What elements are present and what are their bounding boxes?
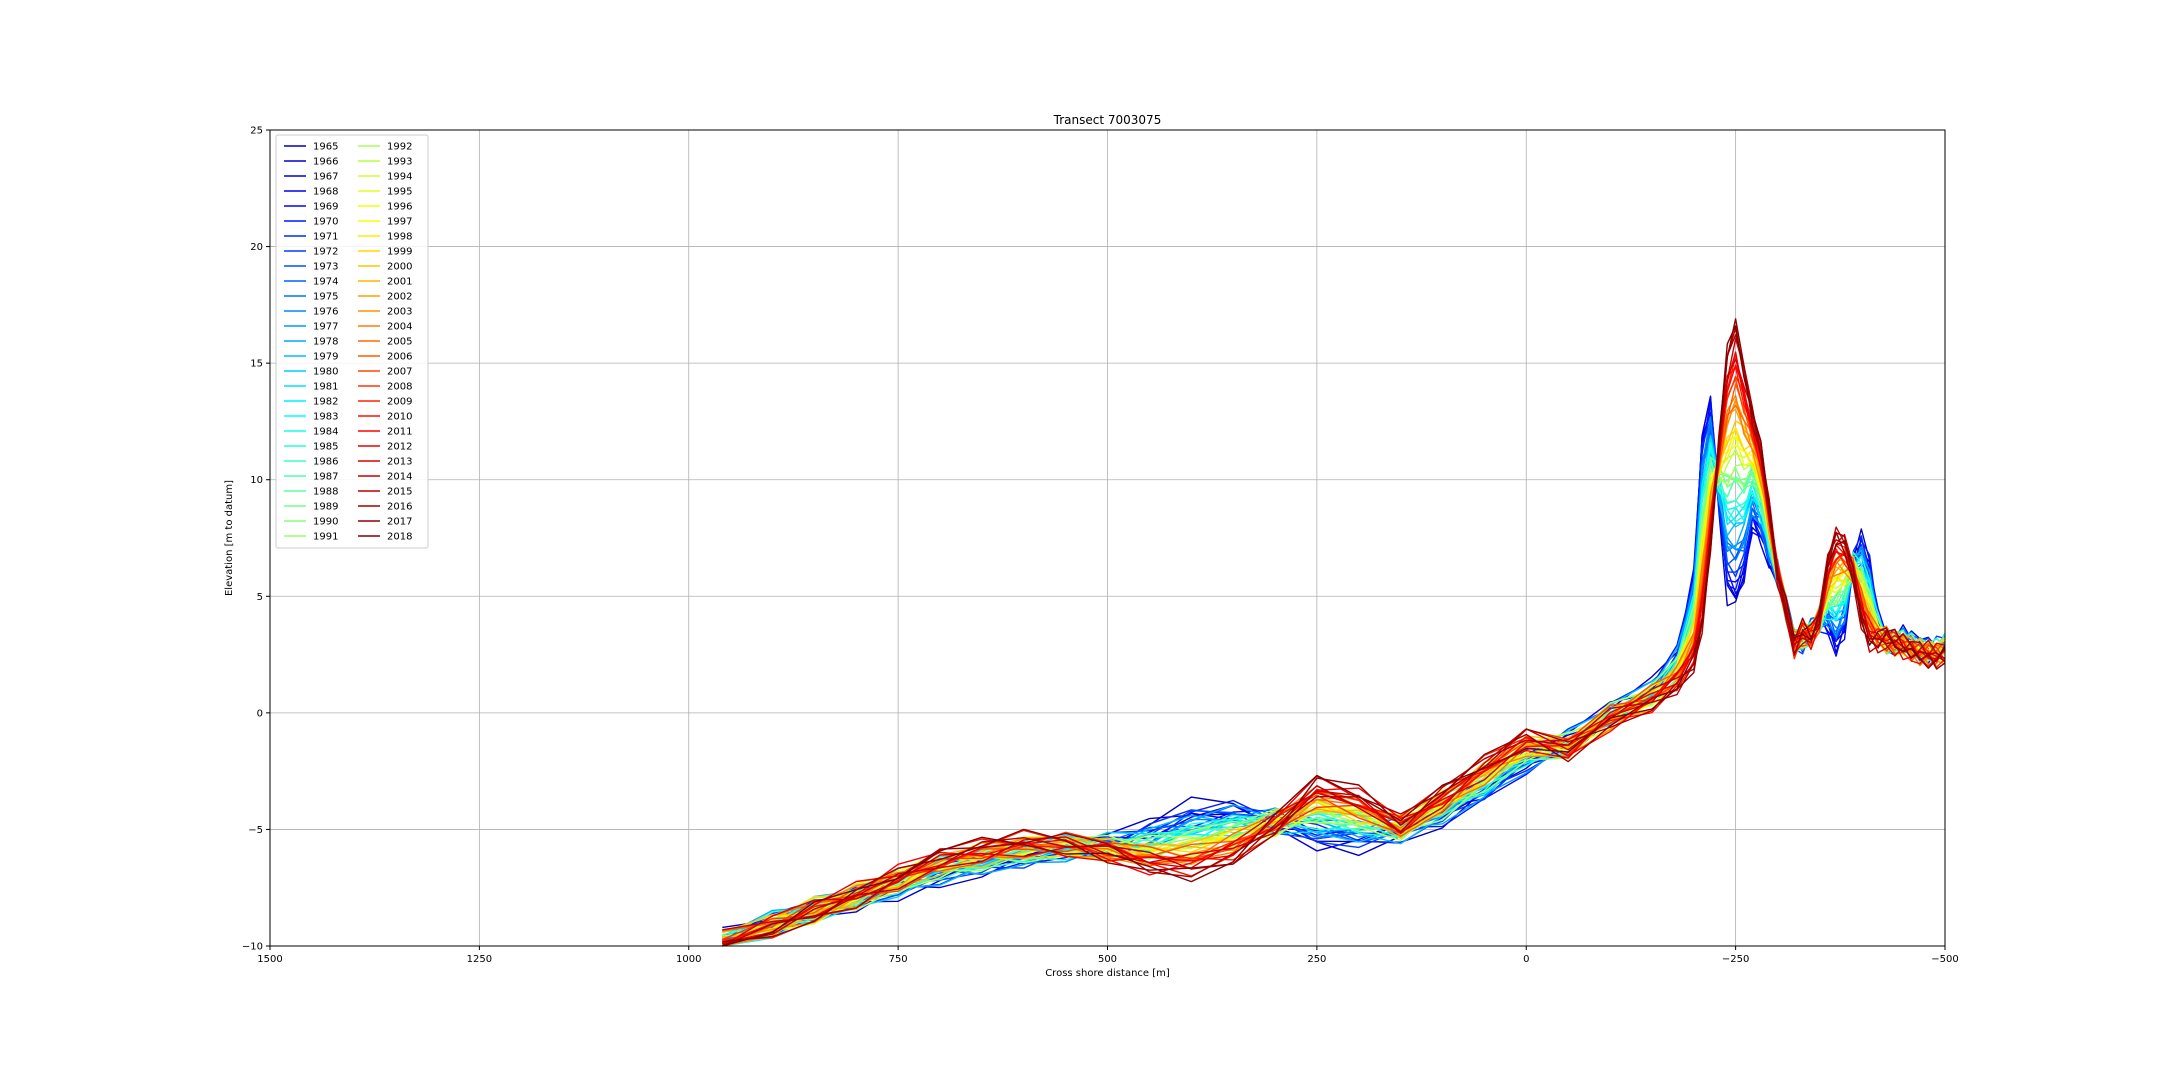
- series-lines: [721, 318, 1946, 947]
- y-tick-label: 10: [250, 475, 263, 486]
- legend-label: 2005: [387, 337, 412, 348]
- legend-label: 1986: [313, 457, 338, 468]
- legend-label: 1993: [387, 157, 412, 168]
- legend-label: 1990: [313, 517, 338, 528]
- x-tick-label: 0: [1523, 954, 1529, 965]
- legend-label: 1973: [313, 262, 338, 273]
- legend-label: 1982: [313, 397, 338, 408]
- legend-label: 2011: [387, 427, 412, 438]
- x-tick-label: 250: [1307, 954, 1326, 965]
- legend-label: 1996: [387, 202, 412, 213]
- legend-label: 1987: [313, 472, 338, 483]
- x-tick-label: 1500: [257, 954, 282, 965]
- x-axis-label: Cross shore distance [m]: [1045, 968, 1170, 979]
- y-tick-label: 20: [250, 242, 263, 253]
- legend-label: 1977: [313, 322, 338, 333]
- y-tick-label: −10: [242, 942, 263, 953]
- series-line-2018: [722, 325, 1946, 947]
- y-tick-label: 5: [257, 592, 263, 603]
- legend-label: 2015: [387, 487, 412, 498]
- legend-label: 1992: [387, 142, 412, 153]
- x-tick-label: 1000: [676, 954, 701, 965]
- legend-label: 1998: [387, 232, 412, 243]
- legend-label: 2004: [387, 322, 412, 333]
- legend-label: 1981: [313, 382, 338, 393]
- legend-label: 2006: [387, 352, 412, 363]
- legend-label: 2001: [387, 277, 412, 288]
- legend-label: 2000: [387, 262, 412, 273]
- legend-label: 1970: [313, 217, 338, 228]
- legend-label: 1999: [387, 247, 412, 258]
- legend-label: 2007: [387, 367, 412, 378]
- x-tick-label: 750: [889, 954, 908, 965]
- legend-label: 1979: [313, 352, 338, 363]
- legend-label: 1972: [313, 247, 338, 258]
- legend-label: 2008: [387, 382, 412, 393]
- legend-label: 2017: [387, 517, 412, 528]
- legend-label: 1984: [313, 427, 338, 438]
- legend-label: 2002: [387, 292, 412, 303]
- legend-label: 2010: [387, 412, 412, 423]
- legend-label: 1997: [387, 217, 412, 228]
- y-tick-label: −5: [248, 825, 263, 836]
- legend-label: 1991: [313, 532, 338, 543]
- legend: 1965 1966 1967 1968 1969 1970 1971 1972 1973 1974…: [275, 134, 429, 549]
- x-tick-label: 1250: [467, 954, 492, 965]
- legend-label: 1978: [313, 337, 338, 348]
- legend-label: 1966: [313, 157, 338, 168]
- x-tick-label: −500: [1931, 954, 1958, 965]
- legend-label: 1974: [313, 277, 338, 288]
- x-tick-label: −250: [1722, 954, 1749, 965]
- legend-label: 1968: [313, 187, 338, 198]
- legend-label: 1995: [387, 187, 412, 198]
- legend-label: 1988: [313, 487, 338, 498]
- legend-label: 2018: [387, 532, 412, 543]
- y-axis-label: Elevation [m to datum]: [224, 480, 235, 596]
- legend-label: 1985: [313, 442, 338, 453]
- legend-box: [275, 134, 429, 549]
- y-tick-label: 0: [257, 708, 263, 719]
- legend-label: 1967: [313, 172, 338, 183]
- legend-label: 1980: [313, 367, 338, 378]
- x-tick-label: 500: [1098, 954, 1117, 965]
- legend-label: 1965: [313, 142, 338, 153]
- legend-label: 2016: [387, 502, 412, 513]
- y-tick-label: 15: [250, 359, 263, 370]
- legend-label: 1971: [313, 232, 338, 243]
- legend-label: 2009: [387, 397, 412, 408]
- legend-label: 2014: [387, 472, 412, 483]
- chart-title: Transect 7003075: [1053, 113, 1162, 127]
- axis-ticks: 1500 1250 1000 750 500 250 0 −250 −500 −10 −5 0 5 10 1…: [242, 126, 1959, 966]
- legend-label: 1989: [313, 502, 338, 513]
- legend-label: 1983: [313, 412, 338, 423]
- legend-label: 1976: [313, 307, 338, 318]
- legend-label: 2013: [387, 457, 412, 468]
- legend-label: 2003: [387, 307, 412, 318]
- legend-label: 1994: [387, 172, 412, 183]
- y-tick-label: 25: [250, 126, 263, 137]
- legend-label: 1975: [313, 292, 338, 303]
- legend-label: 2012: [387, 442, 412, 453]
- series-line-2015: [722, 327, 1946, 945]
- legend-label: 1969: [313, 202, 338, 213]
